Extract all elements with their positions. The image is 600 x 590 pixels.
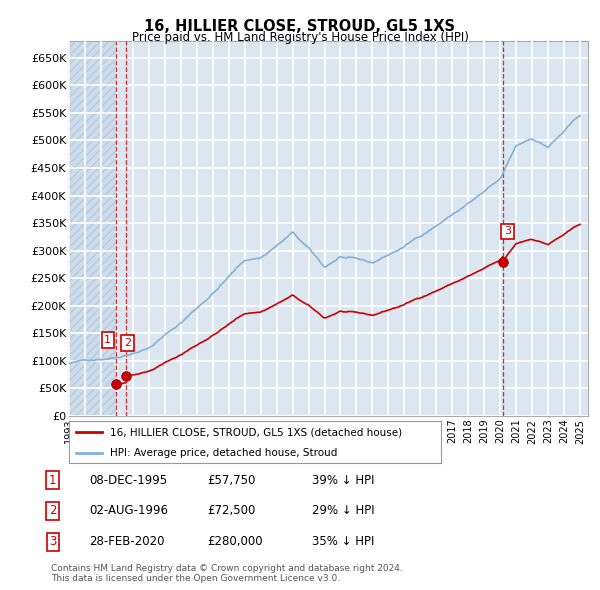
- Text: Price paid vs. HM Land Registry's House Price Index (HPI): Price paid vs. HM Land Registry's House …: [131, 31, 469, 44]
- Text: 2: 2: [124, 338, 131, 348]
- Text: HPI: Average price, detached house, Stroud: HPI: Average price, detached house, Stro…: [110, 448, 337, 457]
- Bar: [69, 41, 116, 416]
- Text: 35% ↓ HPI: 35% ↓ HPI: [312, 535, 374, 548]
- Text: Contains HM Land Registry data © Crown copyright and database right 2024.
This d: Contains HM Land Registry data © Crown c…: [51, 563, 403, 583]
- Text: 28-FEB-2020: 28-FEB-2020: [89, 535, 164, 548]
- Text: £280,000: £280,000: [207, 535, 263, 548]
- Text: 29% ↓ HPI: 29% ↓ HPI: [312, 504, 374, 517]
- Bar: [503, 41, 588, 416]
- Text: 08-DEC-1995: 08-DEC-1995: [89, 474, 167, 487]
- Text: 02-AUG-1996: 02-AUG-1996: [89, 504, 168, 517]
- Text: £72,500: £72,500: [207, 504, 256, 517]
- Text: 16, HILLIER CLOSE, STROUD, GL5 1XS (detached house): 16, HILLIER CLOSE, STROUD, GL5 1XS (deta…: [110, 427, 402, 437]
- Text: 3: 3: [504, 227, 511, 237]
- Text: 3: 3: [49, 535, 56, 548]
- Text: 1: 1: [49, 474, 56, 487]
- Text: 16, HILLIER CLOSE, STROUD, GL5 1XS: 16, HILLIER CLOSE, STROUD, GL5 1XS: [145, 19, 455, 34]
- Text: £57,750: £57,750: [207, 474, 256, 487]
- Text: 39% ↓ HPI: 39% ↓ HPI: [312, 474, 374, 487]
- Text: 2: 2: [49, 504, 56, 517]
- Text: 1: 1: [104, 335, 112, 345]
